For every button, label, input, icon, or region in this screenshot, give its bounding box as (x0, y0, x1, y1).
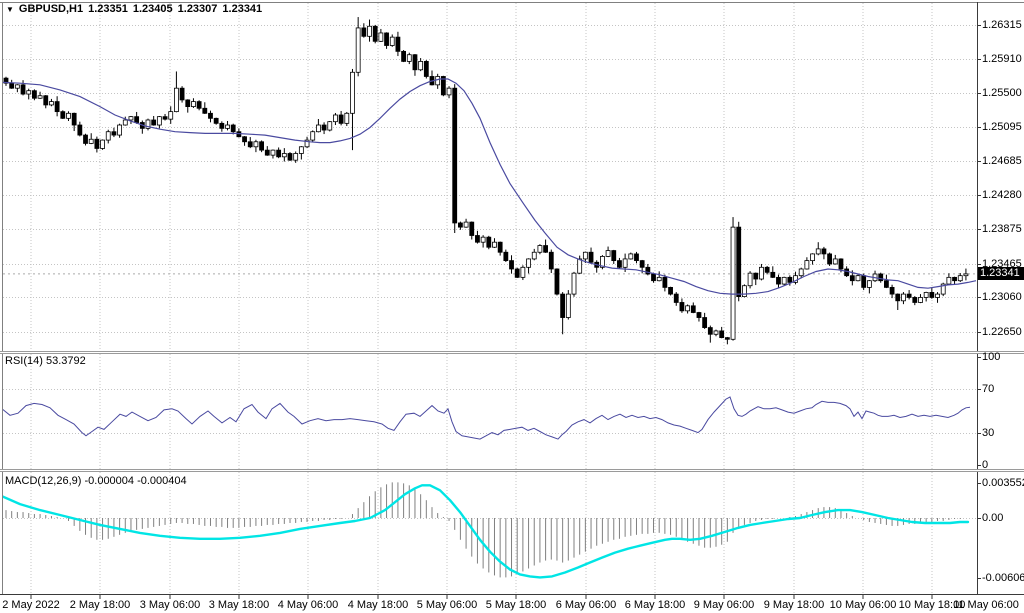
rsi-panel-label: RSI(14) 53.3792 (5, 355, 86, 367)
macd-panel-splitter[interactable] (0, 469, 1024, 472)
axis-ticks (30, 25, 981, 599)
time-axis-label: 11 May 06:00 (953, 599, 1019, 611)
price-axis-label: 1.24280 (982, 189, 1022, 202)
time-axis-label: 5 May 18:00 (485, 599, 547, 611)
chart-header: ▼ GBPUSD,H1 1.23351 1.23405 1.23307 1.23… (6, 3, 262, 15)
macd-axis-label: 0.00 (982, 512, 1004, 524)
time-axis-label: 9 May 06:00 (693, 599, 755, 611)
time-axis-label: 2 May 18:00 (69, 599, 131, 611)
price-axis-label: 1.25910 (982, 52, 1022, 65)
low-value: 1.23307 (177, 3, 218, 15)
price-axis-label: 1.25500 (982, 87, 1022, 100)
time-axis-label: 10 May 18:00 (898, 599, 966, 611)
time-axis-label: 4 May 18:00 (347, 599, 409, 611)
high-value: 1.23405 (132, 3, 173, 15)
rsi-indicator-name: RSI(14) (5, 355, 43, 367)
symbol-dropdown-icon[interactable]: ▼ (6, 4, 14, 14)
time-axis-label: 6 May 18:00 (624, 599, 686, 611)
macd-panel-label: MACD(12,26,9) -0.000004 -0.000404 (5, 475, 187, 487)
candlestick-series (3, 17, 969, 345)
macd-axis-label: -0.006061 (982, 572, 1024, 584)
macd-histogram (5, 482, 961, 578)
time-axis-label: 5 May 06:00 (416, 599, 478, 611)
rsi-line (3, 396, 971, 440)
macd-indicator-name: MACD(12,26,9) (5, 475, 82, 487)
time-axis-label: 9 May 18:00 (763, 599, 825, 611)
symbol-period-label: GBPUSD,H1 (18, 3, 84, 15)
time-axis-label: 6 May 06:00 (555, 599, 617, 611)
price-axis-label: 1.23875 (982, 223, 1022, 236)
rsi-indicator-value: 53.3792 (45, 355, 86, 367)
time-axis-label: 3 May 18:00 (208, 599, 270, 611)
time-axis-label: 10 May 06:00 (829, 599, 897, 611)
rsi-axis-label: 30 (982, 426, 995, 439)
price-axis-label: 1.25095 (982, 121, 1022, 134)
price-axis-label: 1.23465 (982, 257, 1022, 270)
grid-lines (3, 3, 977, 594)
moving-average-line (3, 78, 977, 295)
rsi-axis-label: 100 (982, 351, 1001, 363)
window-top-border (0, 2, 1024, 3)
current-price-badge: 1.23341 (978, 267, 1024, 281)
macd-signal-value: -0.000404 (137, 475, 187, 487)
macd-axis-label: 0.003552 (982, 476, 1024, 489)
price-axis-label: 1.24685 (982, 155, 1022, 168)
time-axis-separator (0, 594, 1024, 595)
price-axis-label: 1.22650 (982, 325, 1022, 338)
rsi-axis-label: 70 (982, 383, 995, 396)
time-axis-label: 4 May 06:00 (277, 599, 339, 611)
price-axis-label: 1.26315 (982, 19, 1022, 31)
rsi-axis-label: 0 (982, 459, 989, 471)
price-axis-separator (977, 2, 978, 594)
close-value: 1.23341 (222, 3, 263, 15)
price-axis-label: 1.23060 (982, 291, 1022, 304)
rsi-panel-splitter[interactable] (0, 351, 1024, 354)
window-left-border (2, 2, 3, 594)
time-axis-label: 2 May 2022 (2, 599, 60, 611)
open-value: 1.23351 (88, 3, 128, 15)
macd-main-value: -0.000004 (84, 475, 135, 487)
macd-signal-line (3, 484, 970, 579)
time-axis-label: 3 May 06:00 (139, 599, 201, 611)
